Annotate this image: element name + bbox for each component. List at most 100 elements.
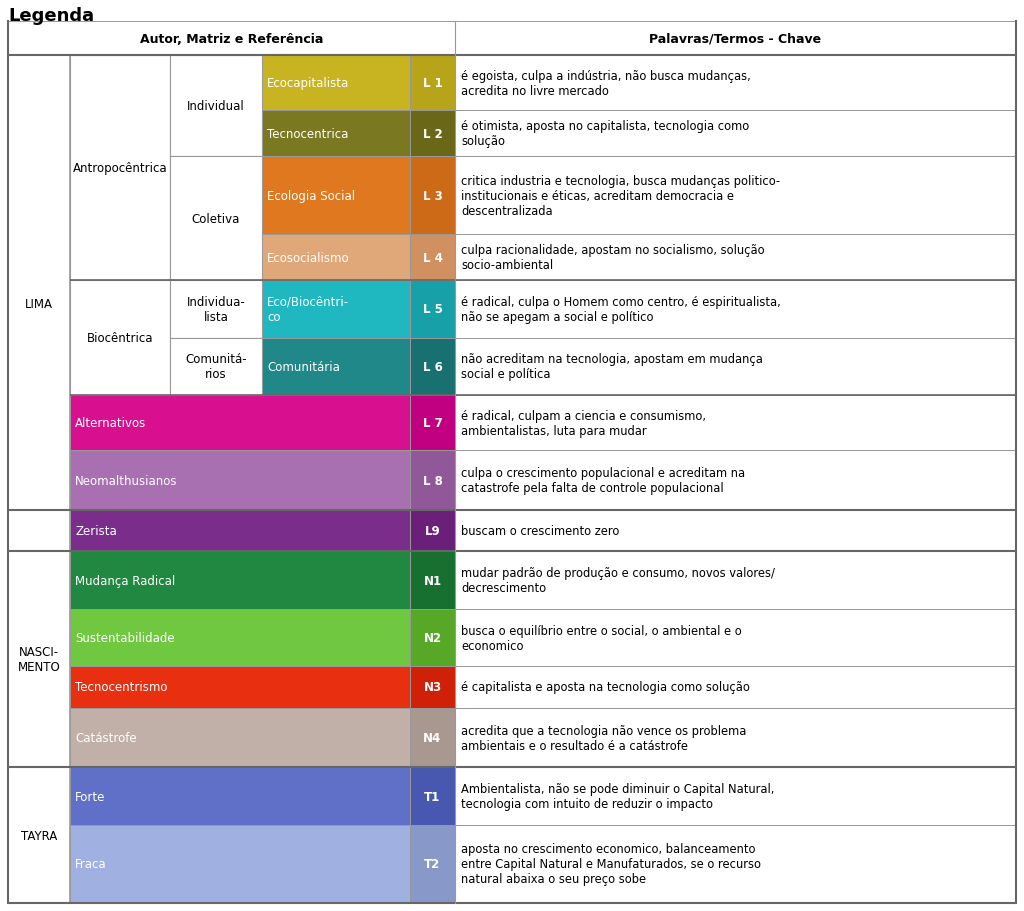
- Bar: [70, 708, 410, 768]
- Bar: [262, 56, 410, 111]
- Bar: [455, 451, 1016, 510]
- Text: Catástrofe: Catástrofe: [75, 732, 136, 744]
- Bar: [70, 451, 410, 510]
- Text: Tecnocentrismo: Tecnocentrismo: [75, 681, 168, 693]
- Bar: [455, 609, 1016, 667]
- Bar: [410, 451, 455, 510]
- Text: L 5: L 5: [423, 303, 442, 316]
- Text: busca o equilíbrio entre o social, o ambiental e o
economico: busca o equilíbrio entre o social, o amb…: [461, 624, 741, 652]
- Text: T1: T1: [424, 790, 440, 803]
- Text: Ambientalista, não se pode diminuir o Capital Natural,
tecnologia com intuito de: Ambientalista, não se pode diminuir o Ca…: [461, 783, 774, 810]
- Bar: [455, 667, 1016, 708]
- Text: Alternativos: Alternativos: [75, 416, 146, 430]
- Text: L9: L9: [425, 525, 440, 537]
- Text: Neomalthusianos: Neomalthusianos: [75, 474, 177, 487]
- Text: é capitalista e aposta na tecnologia como solução: é capitalista e aposta na tecnologia com…: [461, 681, 750, 693]
- Text: Ecocapitalista: Ecocapitalista: [267, 77, 349, 90]
- Bar: [410, 825, 455, 903]
- Bar: [410, 768, 455, 825]
- Text: Sustentabilidade: Sustentabilidade: [75, 631, 175, 644]
- Bar: [170, 157, 262, 281]
- Text: Autor, Matriz e Referência: Autor, Matriz e Referência: [140, 33, 324, 46]
- Text: L 7: L 7: [423, 416, 442, 430]
- Bar: [70, 609, 410, 667]
- Bar: [70, 395, 410, 451]
- Text: culpa o crescimento populacional e acreditam na
catastrofe pela falta de control: culpa o crescimento populacional e acred…: [461, 466, 745, 495]
- Bar: [262, 281, 410, 338]
- Bar: [455, 708, 1016, 768]
- Bar: [410, 157, 455, 235]
- Bar: [455, 338, 1016, 395]
- Text: N2: N2: [424, 631, 441, 644]
- Bar: [70, 510, 410, 552]
- Text: Palavras/Termos - Chave: Palavras/Termos - Chave: [649, 33, 821, 46]
- Bar: [8, 768, 70, 903]
- Bar: [262, 157, 410, 235]
- Text: Individual: Individual: [187, 100, 245, 113]
- Text: Comunitá-
rios: Comunitá- rios: [185, 353, 247, 381]
- Text: Forte: Forte: [75, 790, 105, 803]
- Bar: [455, 235, 1016, 281]
- Bar: [410, 708, 455, 768]
- Text: L 6: L 6: [423, 361, 442, 374]
- Text: LIMA: LIMA: [25, 297, 53, 311]
- Bar: [455, 552, 1016, 609]
- Text: Ecosocialismo: Ecosocialismo: [267, 251, 349, 264]
- Bar: [455, 768, 1016, 825]
- Bar: [262, 111, 410, 157]
- Text: Fraca: Fraca: [75, 857, 106, 871]
- Text: Tecnocentrica: Tecnocentrica: [267, 128, 348, 140]
- Text: é radical, culpam a ciencia e consumismo,
ambientalistas, luta para mudar: é radical, culpam a ciencia e consumismo…: [461, 409, 706, 437]
- Text: L 2: L 2: [423, 128, 442, 140]
- Bar: [8, 22, 455, 56]
- Text: L 3: L 3: [423, 189, 442, 202]
- Text: N1: N1: [424, 574, 441, 587]
- Bar: [455, 395, 1016, 451]
- Bar: [410, 111, 455, 157]
- Text: aposta no crescimento economico, balanceamento
entre Capital Natural e Manufatur: aposta no crescimento economico, balance…: [461, 843, 761, 885]
- Bar: [262, 235, 410, 281]
- Text: N4: N4: [423, 732, 441, 744]
- Text: buscam o crescimento zero: buscam o crescimento zero: [461, 525, 620, 537]
- Bar: [410, 510, 455, 552]
- Bar: [8, 56, 70, 552]
- Text: é otimista, aposta no capitalista, tecnologia como
solução: é otimista, aposta no capitalista, tecno…: [461, 120, 750, 148]
- Text: acredita que a tecnologia não vence os problema
ambientais e o resultado é a cat: acredita que a tecnologia não vence os p…: [461, 723, 746, 752]
- Text: Coletiva: Coletiva: [191, 212, 241, 225]
- Bar: [455, 56, 1016, 111]
- Text: T2: T2: [424, 857, 440, 871]
- Bar: [170, 338, 262, 395]
- Text: não acreditam na tecnologia, apostam em mudança
social e política: não acreditam na tecnologia, apostam em …: [461, 353, 763, 381]
- Text: Mudança Radical: Mudança Radical: [75, 574, 175, 587]
- Text: Zerista: Zerista: [75, 525, 117, 537]
- Text: é egoista, culpa a indústria, não busca mudanças,
acredita no livre mercado: é egoista, culpa a indústria, não busca …: [461, 69, 751, 97]
- Text: Biocêntrica: Biocêntrica: [87, 332, 154, 344]
- Bar: [70, 768, 410, 825]
- Bar: [410, 395, 455, 451]
- Bar: [70, 56, 170, 281]
- Bar: [410, 667, 455, 708]
- Bar: [70, 552, 410, 609]
- Bar: [170, 56, 262, 157]
- Bar: [410, 552, 455, 609]
- Bar: [8, 552, 70, 768]
- Bar: [70, 825, 410, 903]
- Bar: [455, 157, 1016, 235]
- Bar: [70, 281, 170, 395]
- Bar: [410, 338, 455, 395]
- Text: NASCI-
MENTO: NASCI- MENTO: [17, 646, 60, 673]
- Text: L 8: L 8: [423, 474, 442, 487]
- Text: Antropocêntrica: Antropocêntrica: [73, 162, 167, 175]
- Text: Comunitária: Comunitária: [267, 361, 340, 374]
- Text: culpa racionalidade, apostam no socialismo, solução
socio-ambiental: culpa racionalidade, apostam no socialis…: [461, 244, 765, 272]
- Text: Individua-
lista: Individua- lista: [186, 295, 246, 323]
- Text: critica industria e tecnologia, busca mudanças politico-
institucionais e éticas: critica industria e tecnologia, busca mu…: [461, 175, 780, 218]
- Bar: [455, 510, 1016, 552]
- Bar: [410, 281, 455, 338]
- Text: mudar padrão de produção e consumo, novos valores/
decrescimento: mudar padrão de produção e consumo, novo…: [461, 567, 775, 595]
- Bar: [410, 56, 455, 111]
- Bar: [455, 22, 1016, 56]
- Text: Legenda: Legenda: [8, 7, 94, 25]
- Text: é radical, culpa o Homem como centro, é espiritualista,
não se apegam a social e: é radical, culpa o Homem como centro, é …: [461, 295, 780, 323]
- Text: L 1: L 1: [423, 77, 442, 90]
